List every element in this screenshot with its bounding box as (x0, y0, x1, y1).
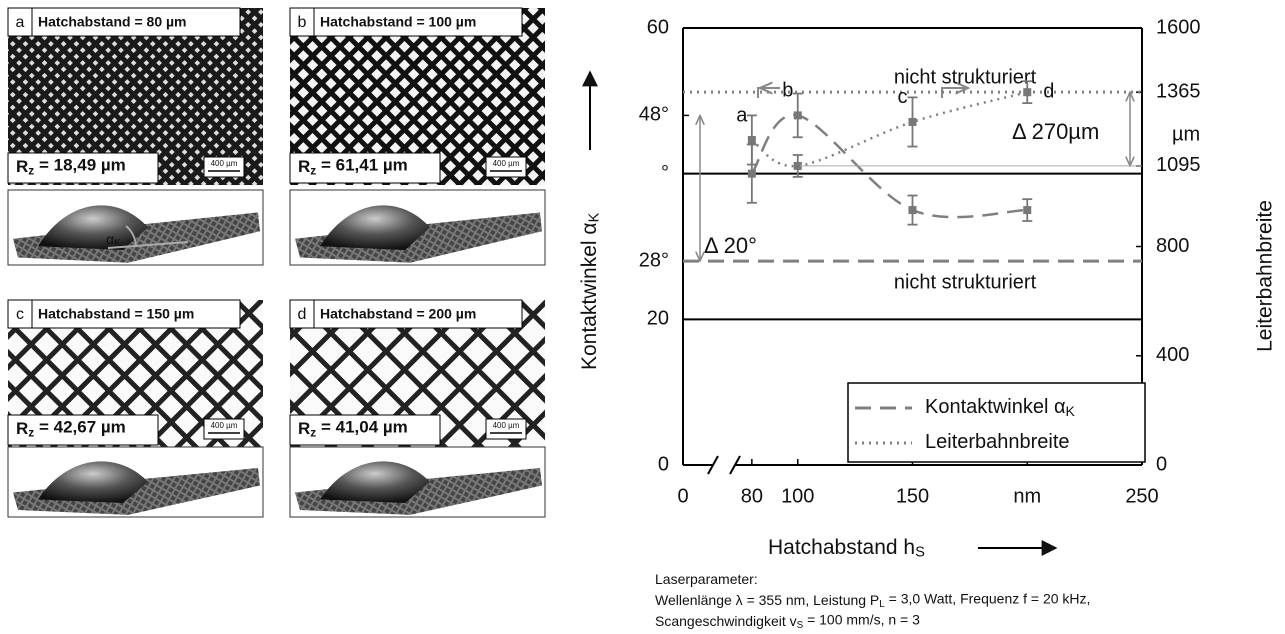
delta-label: Δ 270µm (1012, 119, 1099, 144)
text-part: Kontaktwinkel α (925, 396, 1066, 418)
panel-letter: c (16, 306, 24, 323)
panel-title: Hatchabstand = 200 µm (320, 306, 476, 322)
x-tick-label: 80 (741, 485, 763, 507)
text-part: Wellenlänge λ = 355 nm, Leistung P (655, 592, 879, 608)
scale-label: 400 µm (493, 421, 520, 430)
subscript: K (586, 212, 602, 222)
x-tick-label: 150 (896, 485, 929, 507)
text-part: = 42,67 µm (34, 418, 126, 437)
y2-tick-label: 400 (1156, 344, 1189, 366)
x-tick-label: 0 (677, 485, 688, 507)
x-tick-label: 100 (781, 485, 814, 507)
text-part: R (16, 419, 28, 438)
text-part: = 61,41 µm (316, 156, 408, 175)
panel-title: Hatchabstand = 80 µm (38, 14, 187, 30)
footnote-line: Scangeschwindigkeit vS = 100 mm/s, n = 3 (655, 611, 920, 630)
point-label: a (736, 104, 748, 126)
y2-tick-label: 1600 (1156, 16, 1201, 38)
data-point (748, 170, 756, 178)
text-part: R (298, 419, 310, 438)
text-part: Scangeschwindigkeit v (655, 613, 797, 629)
x-tick-label: 250 (1125, 485, 1158, 507)
y-axis-title: Kontaktwinkel αK (578, 212, 603, 370)
text-part: R (16, 157, 28, 176)
scale-label: 400 µm (493, 159, 520, 168)
y-tick-label: 60 (647, 16, 669, 38)
panel-title: Hatchabstand = 100 µm (320, 14, 476, 30)
y2-tick-label: 800 (1156, 235, 1189, 257)
y-tick-label: 20 (647, 308, 669, 330)
subscript: S (915, 544, 925, 560)
data-point (909, 206, 917, 214)
panel-title: Hatchabstand = 150 µm (38, 306, 194, 322)
x-tick-label: nm (1013, 485, 1041, 507)
text-part: Kontaktwinkel α (578, 222, 601, 370)
text-part: R (298, 157, 310, 176)
y-tick-label: 28° (639, 249, 669, 271)
text-part: Laserparameter: (655, 571, 758, 587)
reference-label: nicht strukturiert (894, 66, 1037, 88)
y-tick-label: 0 (658, 453, 669, 475)
text-part: = 100 mm/s, n = 3 (803, 611, 920, 627)
data-point (909, 118, 917, 126)
panel-letter: a (16, 14, 25, 31)
y-tick-label: ° (661, 162, 669, 184)
footnote-line: Laserparameter: (655, 571, 758, 587)
data-point (1023, 88, 1031, 96)
point-label: b (782, 80, 793, 102)
footnote-line: Wellenlänge λ = 355 nm, Leistung PL = 3,… (655, 590, 1090, 609)
legend-label: Leiterbahnbreite (925, 431, 1070, 453)
data-point (794, 111, 802, 119)
y2-tick-label: 1095 (1156, 154, 1201, 176)
text-part: α (106, 231, 114, 247)
subscript: K (114, 238, 121, 249)
panel-letter: d (298, 306, 307, 323)
point-label: c (898, 86, 908, 108)
legend-label: Kontaktwinkel αK (925, 396, 1076, 419)
delta-label: Δ 20° (704, 233, 757, 258)
subscript: K (1066, 403, 1076, 419)
y2-axis-title: Leiterbahnbreite (1254, 200, 1277, 352)
y2-tick-label: 0 (1156, 453, 1167, 475)
reference-label: nicht strukturiert (894, 271, 1037, 293)
text-part: = 41,04 µm (316, 418, 408, 437)
y2-unit: µm (1172, 123, 1200, 145)
scale-label: 400 µm (211, 159, 238, 168)
text-part: Hatchabstand h (768, 536, 915, 559)
figure: aHatchabstand = 80 µmRz = 18,49 µm400 µm… (0, 0, 1285, 634)
x-axis-title: Hatchabstand hS (768, 536, 925, 561)
panel-letter: b (298, 14, 307, 31)
text-part: = 3,0 Watt, Frequenz f = 20 kHz, (885, 590, 1091, 606)
data-point (1023, 206, 1031, 214)
data-point (748, 136, 756, 144)
text-part: Leiterbahnbreite (925, 431, 1070, 453)
y2-tick-label: 1365 (1156, 80, 1201, 102)
text-part: = 18,49 µm (34, 156, 126, 175)
y-tick-label: 48° (639, 104, 669, 126)
point-label: d (1043, 80, 1054, 102)
scale-label: 400 µm (211, 421, 238, 430)
